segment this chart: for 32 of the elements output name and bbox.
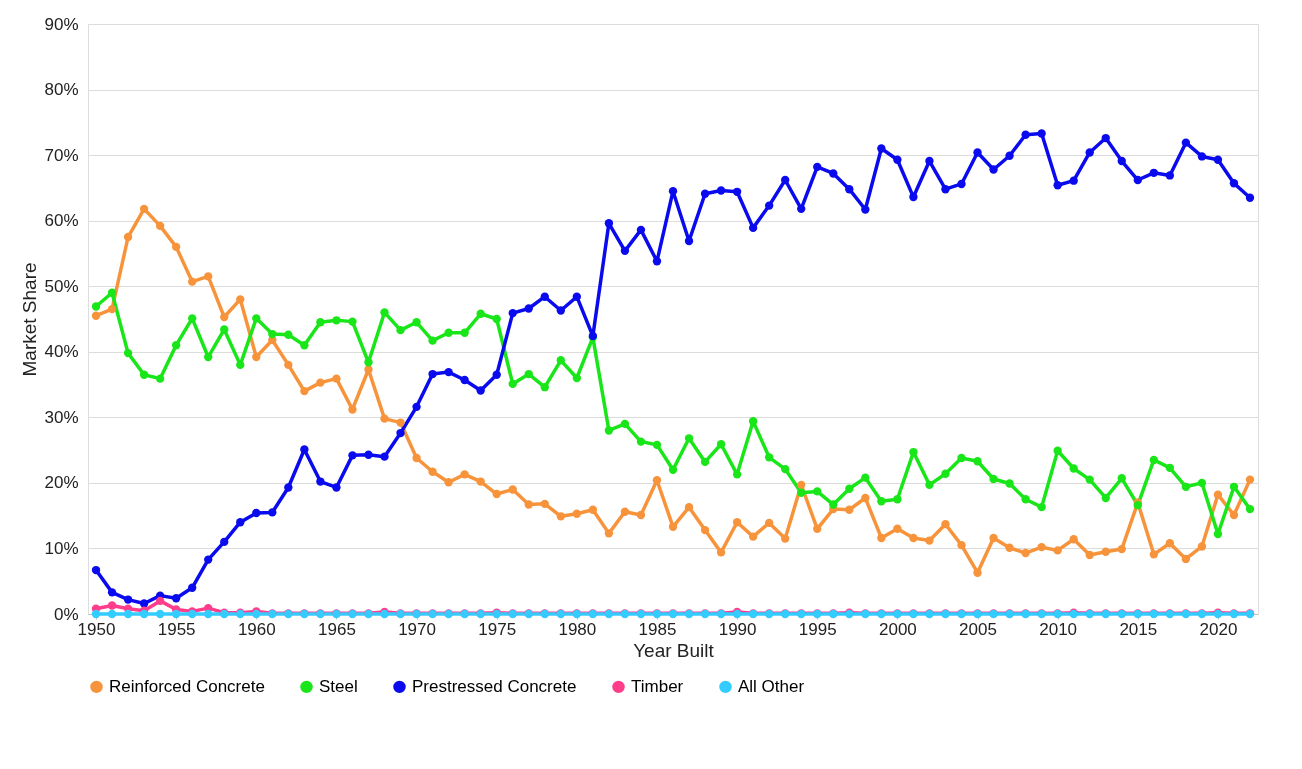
x-tick-label: 1955 [157,619,196,639]
y-tick-label: 30% [44,407,79,427]
x-tick-label: 1985 [638,619,677,639]
y-tick-label: 90% [44,14,79,34]
legend-label: Reinforced Concrete [109,676,265,696]
y-tick-label: 0% [53,604,79,624]
x-tick-label: 1995 [798,619,837,639]
y-tick-label: 80% [44,80,79,100]
x-tick-label: 1975 [478,619,517,639]
y-tick-label: 10% [44,538,79,558]
x-tick-label: 2015 [1119,619,1158,639]
y-tick-label: 20% [44,473,79,493]
x-tick-label: 2010 [1039,619,1078,639]
legend-label: Timber [631,676,684,696]
x-tick-label: 1990 [718,619,757,639]
x-tick-label: 2005 [959,619,997,639]
x-tick-label: 1970 [398,619,436,639]
x-tick-label: 1980 [558,619,597,639]
x-tick-label: 1965 [318,619,356,639]
y-tick-label: 60% [44,211,79,231]
x-tick-label: 2020 [1199,619,1238,639]
y-tick-label: 50% [44,276,79,296]
legend-label: Prestressed Concrete [412,676,577,696]
legend-label: All Other [738,676,805,696]
x-tick-label: 2000 [878,619,917,639]
x-tick-label: 1960 [237,619,276,639]
y-tick-label: 70% [44,145,79,165]
x-tick-label: 1950 [77,619,116,639]
y-axis-title: Market Share [19,262,41,377]
x-axis-title: Year Built [633,639,715,661]
y-tick-label: 40% [44,342,79,362]
legend-label: Steel [319,676,358,696]
